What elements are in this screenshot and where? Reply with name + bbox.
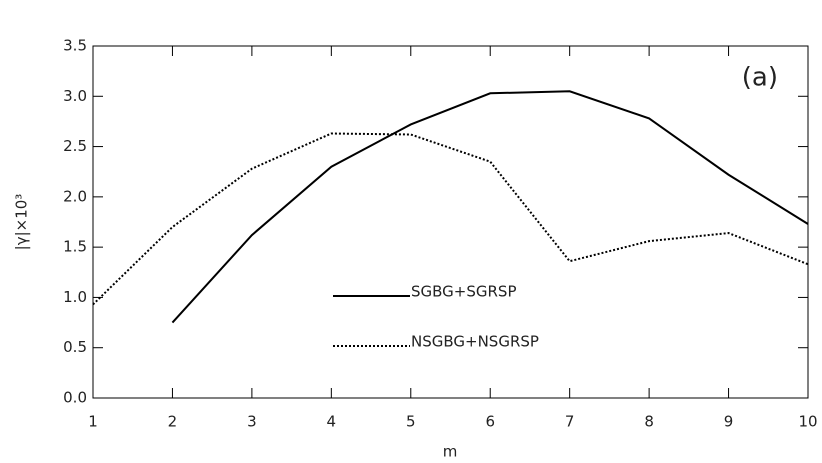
- y-tick-label: 1.5: [63, 238, 87, 256]
- x-tick-label: 7: [565, 413, 575, 431]
- y-tick-label: 3.5: [63, 37, 87, 55]
- y-tick-label: 2.5: [63, 137, 87, 155]
- y-tick-label: 1.0: [63, 288, 87, 306]
- y-axis-label: |γ|×10³: [13, 194, 31, 251]
- y-tick-label: 0.0: [63, 389, 87, 407]
- x-tick-label: 1: [88, 413, 98, 431]
- x-axis-label: m: [443, 443, 458, 461]
- y-tick-label: 3.0: [63, 87, 87, 105]
- y-tick-label: 0.5: [63, 338, 87, 356]
- x-tick-label: 10: [798, 413, 817, 431]
- y-tick-label: 2.0: [63, 187, 87, 205]
- x-tick-label: 5: [406, 413, 416, 431]
- x-tick-label: 2: [168, 413, 178, 431]
- x-tick-label: 8: [644, 413, 654, 431]
- data-line: [171, 90, 809, 324]
- x-tick-label: 3: [247, 413, 257, 431]
- legend-label: SGBG+SGRSP: [411, 283, 517, 301]
- panel-label: (a): [742, 63, 778, 93]
- data-line: [92, 132, 809, 306]
- legend-label: NSGBG+NSGRSP: [411, 333, 539, 351]
- x-tick-label: 9: [724, 413, 734, 431]
- plot-frame: [92, 45, 809, 399]
- x-tick-label: 4: [327, 413, 337, 431]
- x-tick-label: 6: [485, 413, 495, 431]
